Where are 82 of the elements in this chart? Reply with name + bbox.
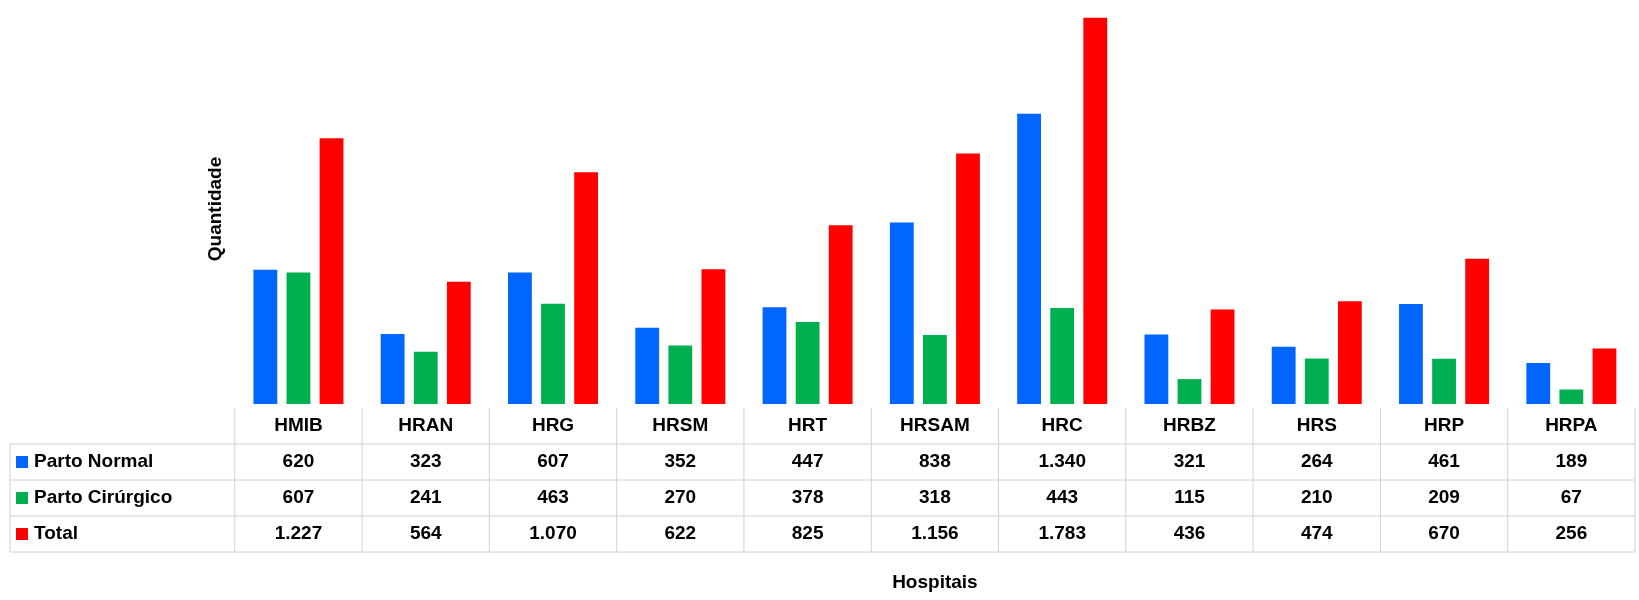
bar [668, 345, 693, 404]
data-label: 270 [664, 486, 697, 508]
data-label: 436 [1173, 522, 1206, 544]
data-label: 115 [1174, 486, 1206, 508]
bar [795, 322, 820, 404]
bar [956, 153, 980, 404]
data-label: 378 [791, 486, 824, 508]
data-label: 825 [791, 522, 824, 544]
legend-label: Total [34, 522, 78, 544]
bar [889, 222, 914, 404]
bar [1271, 346, 1296, 404]
data-label: 607 [282, 486, 315, 508]
bar [635, 327, 660, 404]
data-label: 321 [1173, 450, 1206, 472]
x-tick-label: HRS [1296, 414, 1337, 436]
bar [1177, 379, 1202, 404]
data-label: 620 [282, 450, 315, 472]
bar [1559, 389, 1584, 404]
bar [413, 351, 438, 404]
data-label: 670 [1428, 522, 1460, 544]
legend-label: Parto Normal [34, 450, 154, 472]
legend-label: Parto Cirúrgico [34, 486, 173, 508]
x-tick-label: HRAN [398, 414, 454, 436]
text: Hospitais [892, 570, 978, 592]
x-tick-label: HRP [1424, 414, 1465, 436]
bar [1432, 358, 1456, 404]
data-label: 352 [664, 450, 697, 472]
data-label: 256 [1555, 522, 1588, 544]
bar [922, 335, 947, 404]
bar [1526, 363, 1551, 404]
bar [1337, 301, 1362, 404]
bar [1050, 308, 1075, 404]
x-tick-label: HRBZ [1163, 414, 1217, 436]
bar [541, 303, 565, 404]
x-tick-label: HRSAM [900, 414, 970, 436]
data-label: 607 [537, 450, 569, 472]
data-label: 189 [1555, 450, 1588, 472]
data-label: 264 [1300, 450, 1334, 472]
y-axis-title: Quantidade [203, 156, 225, 262]
data-label: 67 [1560, 486, 1582, 508]
data-label: 443 [1046, 486, 1079, 508]
x-tick-label: HRG [531, 414, 575, 436]
data-label: 1.156 [911, 522, 959, 544]
data-label: 318 [919, 486, 951, 508]
bar [1144, 334, 1169, 404]
data-label: 323 [409, 450, 442, 472]
bar [319, 138, 344, 404]
data-label: 474 [1300, 522, 1334, 544]
bar [762, 307, 787, 404]
x-tick-label: HRSM [652, 414, 709, 436]
bar [1083, 17, 1108, 404]
data-label: 210 [1300, 486, 1333, 508]
data-label: 1.070 [529, 522, 577, 544]
data-label: 209 [1428, 486, 1460, 508]
bar [1210, 309, 1235, 404]
bar [380, 334, 405, 404]
data-label: 463 [537, 486, 569, 508]
bar [1399, 304, 1423, 404]
bar [1592, 348, 1617, 404]
bar [508, 272, 532, 404]
x-tick-label: HRC [1041, 414, 1084, 436]
bar [828, 225, 853, 404]
data-label: 461 [1428, 450, 1461, 472]
bar [701, 269, 726, 404]
x-tick-label: HRPA [1545, 414, 1598, 436]
x-tick-label: HMIB [274, 414, 323, 436]
bar [1304, 358, 1329, 404]
bar [1465, 258, 1490, 404]
x-tick-label: HRT [788, 414, 828, 436]
data-label: 564 [409, 522, 443, 544]
bar [574, 172, 599, 404]
data-label: 447 [791, 450, 824, 472]
data-label: 1.227 [274, 522, 323, 544]
bar [286, 272, 311, 404]
bar [253, 269, 278, 404]
data-label: 838 [919, 450, 951, 472]
data-label: 1.340 [1038, 450, 1086, 472]
bar [1017, 113, 1042, 404]
data-label: 241 [409, 486, 443, 508]
data-label: 622 [664, 522, 697, 544]
data-label: 1.783 [1038, 522, 1086, 544]
bar [446, 281, 471, 404]
